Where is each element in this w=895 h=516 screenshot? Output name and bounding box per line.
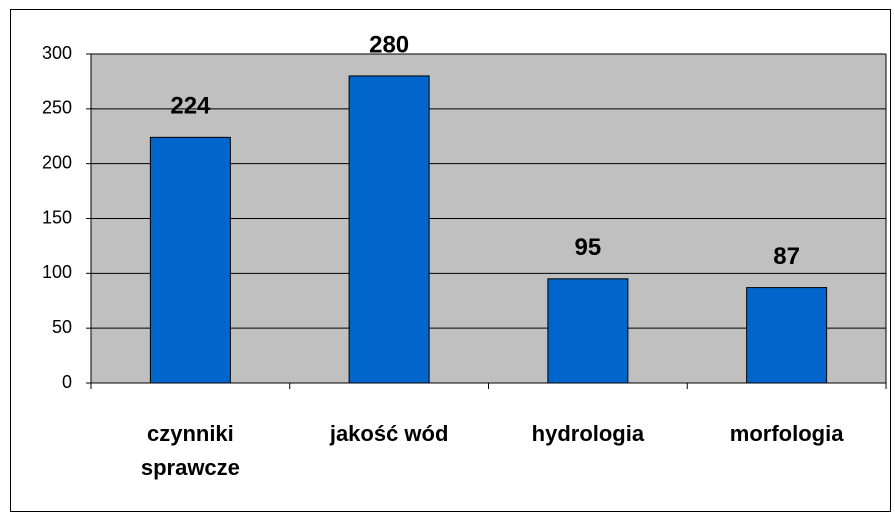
bar [547, 278, 629, 384]
y-tick-label: 0 [62, 372, 72, 392]
bar [348, 75, 430, 384]
x-tick-label: hydrologia [531, 421, 645, 446]
x-tick-label: czynniki sprawcze [140, 421, 240, 480]
y-tick-label: 50 [52, 317, 72, 337]
y-tick-label: 100 [42, 262, 72, 282]
data-label: 87 [773, 243, 800, 270]
y-tick-label: 250 [42, 98, 72, 118]
data-label: 95 [575, 234, 602, 261]
y-tick-label: 150 [42, 207, 72, 227]
x-tick-label: jakość wód [329, 421, 449, 446]
y-tick-label: 200 [42, 152, 72, 172]
y-tick-label: 300 [42, 43, 72, 63]
bar [149, 136, 231, 384]
data-label: 280 [369, 31, 409, 58]
bar [746, 287, 828, 384]
x-tick-label: morfologia [729, 421, 844, 446]
data-label: 224 [170, 93, 211, 120]
